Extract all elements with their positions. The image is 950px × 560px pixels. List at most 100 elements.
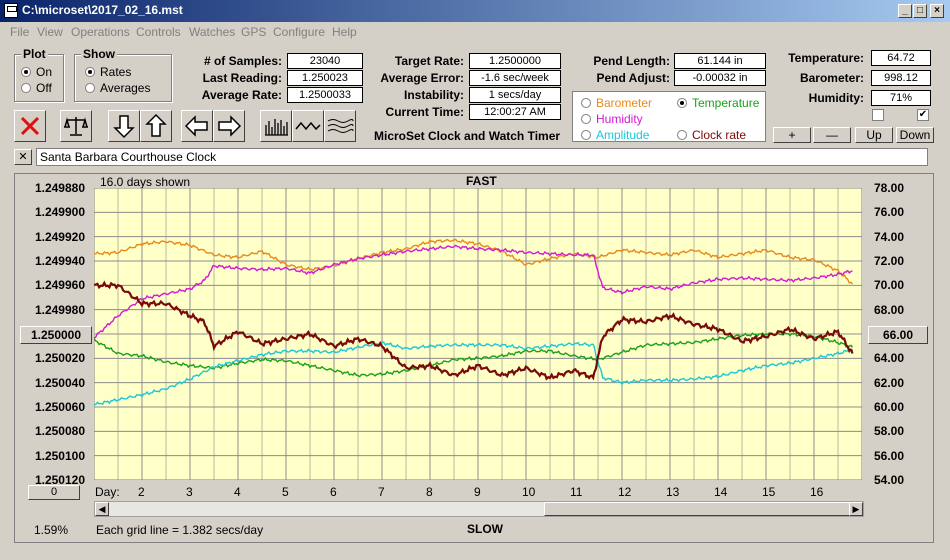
right-tick-label: 56.00 xyxy=(874,448,905,463)
target-rate-value: 1.2500000 xyxy=(469,53,561,69)
plot-on-radio[interactable]: On xyxy=(21,65,52,79)
sensor-barometer-radio[interactable]: Barometer xyxy=(581,96,652,110)
horizontal-scrollbar[interactable]: ◀ ▶ xyxy=(94,501,864,517)
left-tick-label: 1.250080 xyxy=(34,424,85,439)
left-tick-label: 1.249960 xyxy=(34,278,85,293)
sensor-clockrate-radio[interactable]: Clock rate xyxy=(677,128,746,142)
plot-off-label: Off xyxy=(36,81,52,95)
instability-value: 1 secs/day xyxy=(469,87,561,103)
day-tick-label: 4 xyxy=(234,485,241,499)
menu-controls[interactable]: Controls xyxy=(136,25,181,39)
temperature-label: Temperature: xyxy=(788,51,864,65)
multi-wave-button[interactable] xyxy=(324,110,356,142)
show-group: Show Rates Averages xyxy=(74,47,172,102)
multi-wave-icon xyxy=(327,119,354,133)
reset-button[interactable] xyxy=(14,110,46,142)
right-tick-label: 58.00 xyxy=(874,424,905,439)
radio-dot-icon xyxy=(21,67,31,77)
option-checkbox-right[interactable]: ✔ xyxy=(917,109,929,121)
percent-label: 1.59% xyxy=(34,523,69,537)
menu-watches[interactable]: Watches xyxy=(189,25,236,39)
show-rates-label: Rates xyxy=(100,65,132,79)
arrow-left-button[interactable] xyxy=(181,110,213,142)
close-window-button[interactable]: × xyxy=(930,4,944,18)
clear-clock-button[interactable]: ✕ xyxy=(14,149,32,165)
radio-dot-icon xyxy=(85,83,95,93)
left-tick-label: 1.250040 xyxy=(34,375,85,390)
day-tick-label: 2 xyxy=(138,485,145,499)
bar-chart-button[interactable] xyxy=(260,110,292,142)
menu-file[interactable]: File xyxy=(10,25,30,39)
left-tick-label: 1.249980 xyxy=(34,302,85,317)
right-tick-label: 62.00 xyxy=(874,375,905,390)
series-line-temperature xyxy=(94,331,854,378)
menu-operations[interactable]: Operations xyxy=(71,25,130,39)
sensor-amplitude-radio[interactable]: Amplitude xyxy=(581,128,649,142)
balance-scale-icon xyxy=(64,117,88,136)
menu-help[interactable]: Help xyxy=(332,25,357,39)
minimize-button[interactable]: _ xyxy=(898,4,912,18)
samples-value: 23040 xyxy=(287,53,363,69)
scroll-right-button[interactable]: ▶ xyxy=(849,502,863,516)
reset-x-icon xyxy=(20,116,40,136)
day-tick-label: 7 xyxy=(378,485,385,499)
option-checkbox-left[interactable] xyxy=(872,109,884,121)
series-line-amplitude xyxy=(94,341,853,406)
up-button[interactable]: Up xyxy=(855,127,893,143)
maximize-button[interactable]: □ xyxy=(913,4,927,18)
fast-label: FAST xyxy=(466,174,497,188)
sensor-humidity-radio[interactable]: Humidity xyxy=(581,112,643,126)
show-averages-radio[interactable]: Averages xyxy=(85,81,150,95)
right-tick-label: 78.00 xyxy=(874,181,905,195)
scroll-left-button[interactable]: ◀ xyxy=(95,502,109,516)
center-right-button[interactable]: 66.00 xyxy=(868,326,928,344)
center-rate-button[interactable]: 1.250000 xyxy=(20,326,92,344)
day-tick-label: 10 xyxy=(522,485,536,499)
minus-button[interactable]: — xyxy=(813,127,851,143)
title-bar: C:\microset\2017_02_16.mst _ □ × xyxy=(0,0,950,22)
sensor-temperature-radio[interactable]: Temperature xyxy=(677,96,759,110)
show-rates-radio[interactable]: Rates xyxy=(85,65,131,79)
arrow-up-button[interactable] xyxy=(140,110,172,142)
average-rate-value: 1.2500033 xyxy=(287,87,363,103)
plus-button[interactable]: + xyxy=(773,127,811,143)
plot-group: Plot On Off xyxy=(14,47,64,102)
day-tick-label: 11 xyxy=(570,485,583,499)
sensor-humidity-label: Humidity xyxy=(596,112,643,126)
right-tick-label: 68.00 xyxy=(874,302,905,317)
scroll-thumb[interactable] xyxy=(544,502,850,516)
clock-name-input[interactable]: Santa Barbara Courthouse Clock xyxy=(36,148,928,166)
menu-gps[interactable]: GPS xyxy=(241,25,267,39)
menu-view[interactable]: View xyxy=(37,25,63,39)
arrow-down-button[interactable] xyxy=(108,110,140,142)
humidity-label: Humidity: xyxy=(808,91,864,105)
left-tick-label: 1.249920 xyxy=(34,229,85,244)
menu-bar: File View Operations Controls Watches GP… xyxy=(0,22,950,42)
day-tick-label: 8 xyxy=(426,485,433,499)
zero-counter-button[interactable]: 0 xyxy=(28,485,80,500)
pend-length-value: 61.144 in xyxy=(674,53,766,69)
balance-button[interactable] xyxy=(60,110,92,142)
average-error-value: -1.6 sec/week xyxy=(469,70,561,86)
app-icon xyxy=(4,3,18,18)
menu-configure[interactable]: Configure xyxy=(273,25,326,39)
grid-note-label: Each grid line = 1.382 secs/day xyxy=(96,523,264,537)
last-reading-value: 1.250023 xyxy=(287,70,363,86)
plot-group-title: Plot xyxy=(21,47,48,61)
average-error-label: Average Error: xyxy=(380,71,464,85)
window-title: C:\microset\2017_02_16.mst xyxy=(22,3,183,17)
plot-off-radio[interactable]: Off xyxy=(21,81,52,95)
arrow-down-icon xyxy=(113,115,135,139)
arrow-up-icon xyxy=(145,113,167,137)
right-tick-label: 70.00 xyxy=(874,278,905,293)
humidity-value: 71% xyxy=(871,90,931,106)
check-mark-icon: ✔ xyxy=(918,109,928,120)
series-line-humidity xyxy=(94,244,853,339)
target-rate-label: Target Rate: xyxy=(394,54,464,68)
wave-button[interactable] xyxy=(292,110,324,142)
arrow-right-button[interactable] xyxy=(213,110,245,142)
down-button[interactable]: Down xyxy=(896,127,934,143)
day-tick-label: 14 xyxy=(714,485,728,499)
rate-chart xyxy=(94,188,862,480)
barometer-value: 998.12 xyxy=(871,70,931,86)
